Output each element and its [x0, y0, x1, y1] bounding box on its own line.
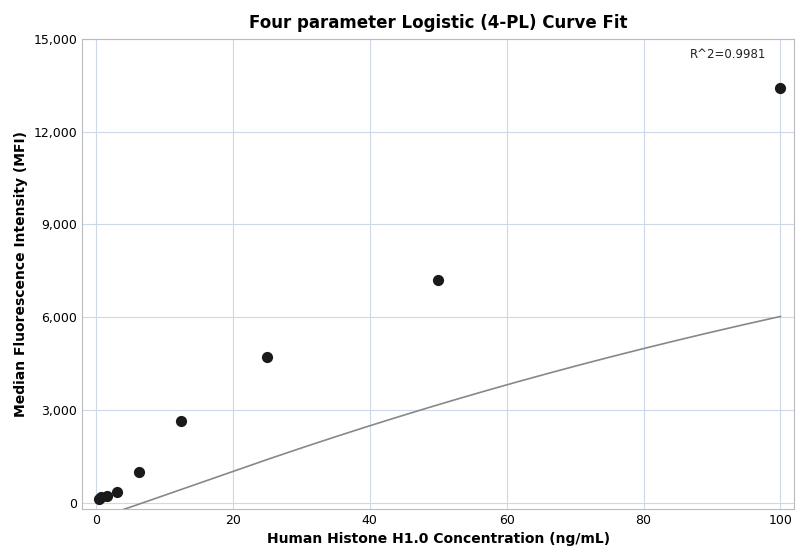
Point	[431, 276, 444, 284]
Point	[111, 488, 124, 497]
Title: Four parameter Logistic (4-PL) Curve Fit: Four parameter Logistic (4-PL) Curve Fit	[249, 14, 627, 32]
Point	[133, 467, 145, 476]
Point	[95, 493, 107, 502]
Text: R^2=0.9981: R^2=0.9981	[690, 48, 767, 60]
Point	[92, 494, 105, 503]
X-axis label: Human Histone H1.0 Concentration (ng/mL): Human Histone H1.0 Concentration (ng/mL)	[267, 532, 610, 546]
Y-axis label: Median Fluorescence Intensity (MFI): Median Fluorescence Intensity (MFI)	[14, 131, 28, 417]
Point	[100, 492, 113, 501]
Point	[175, 416, 188, 425]
Point	[260, 353, 273, 362]
Point	[774, 84, 787, 93]
